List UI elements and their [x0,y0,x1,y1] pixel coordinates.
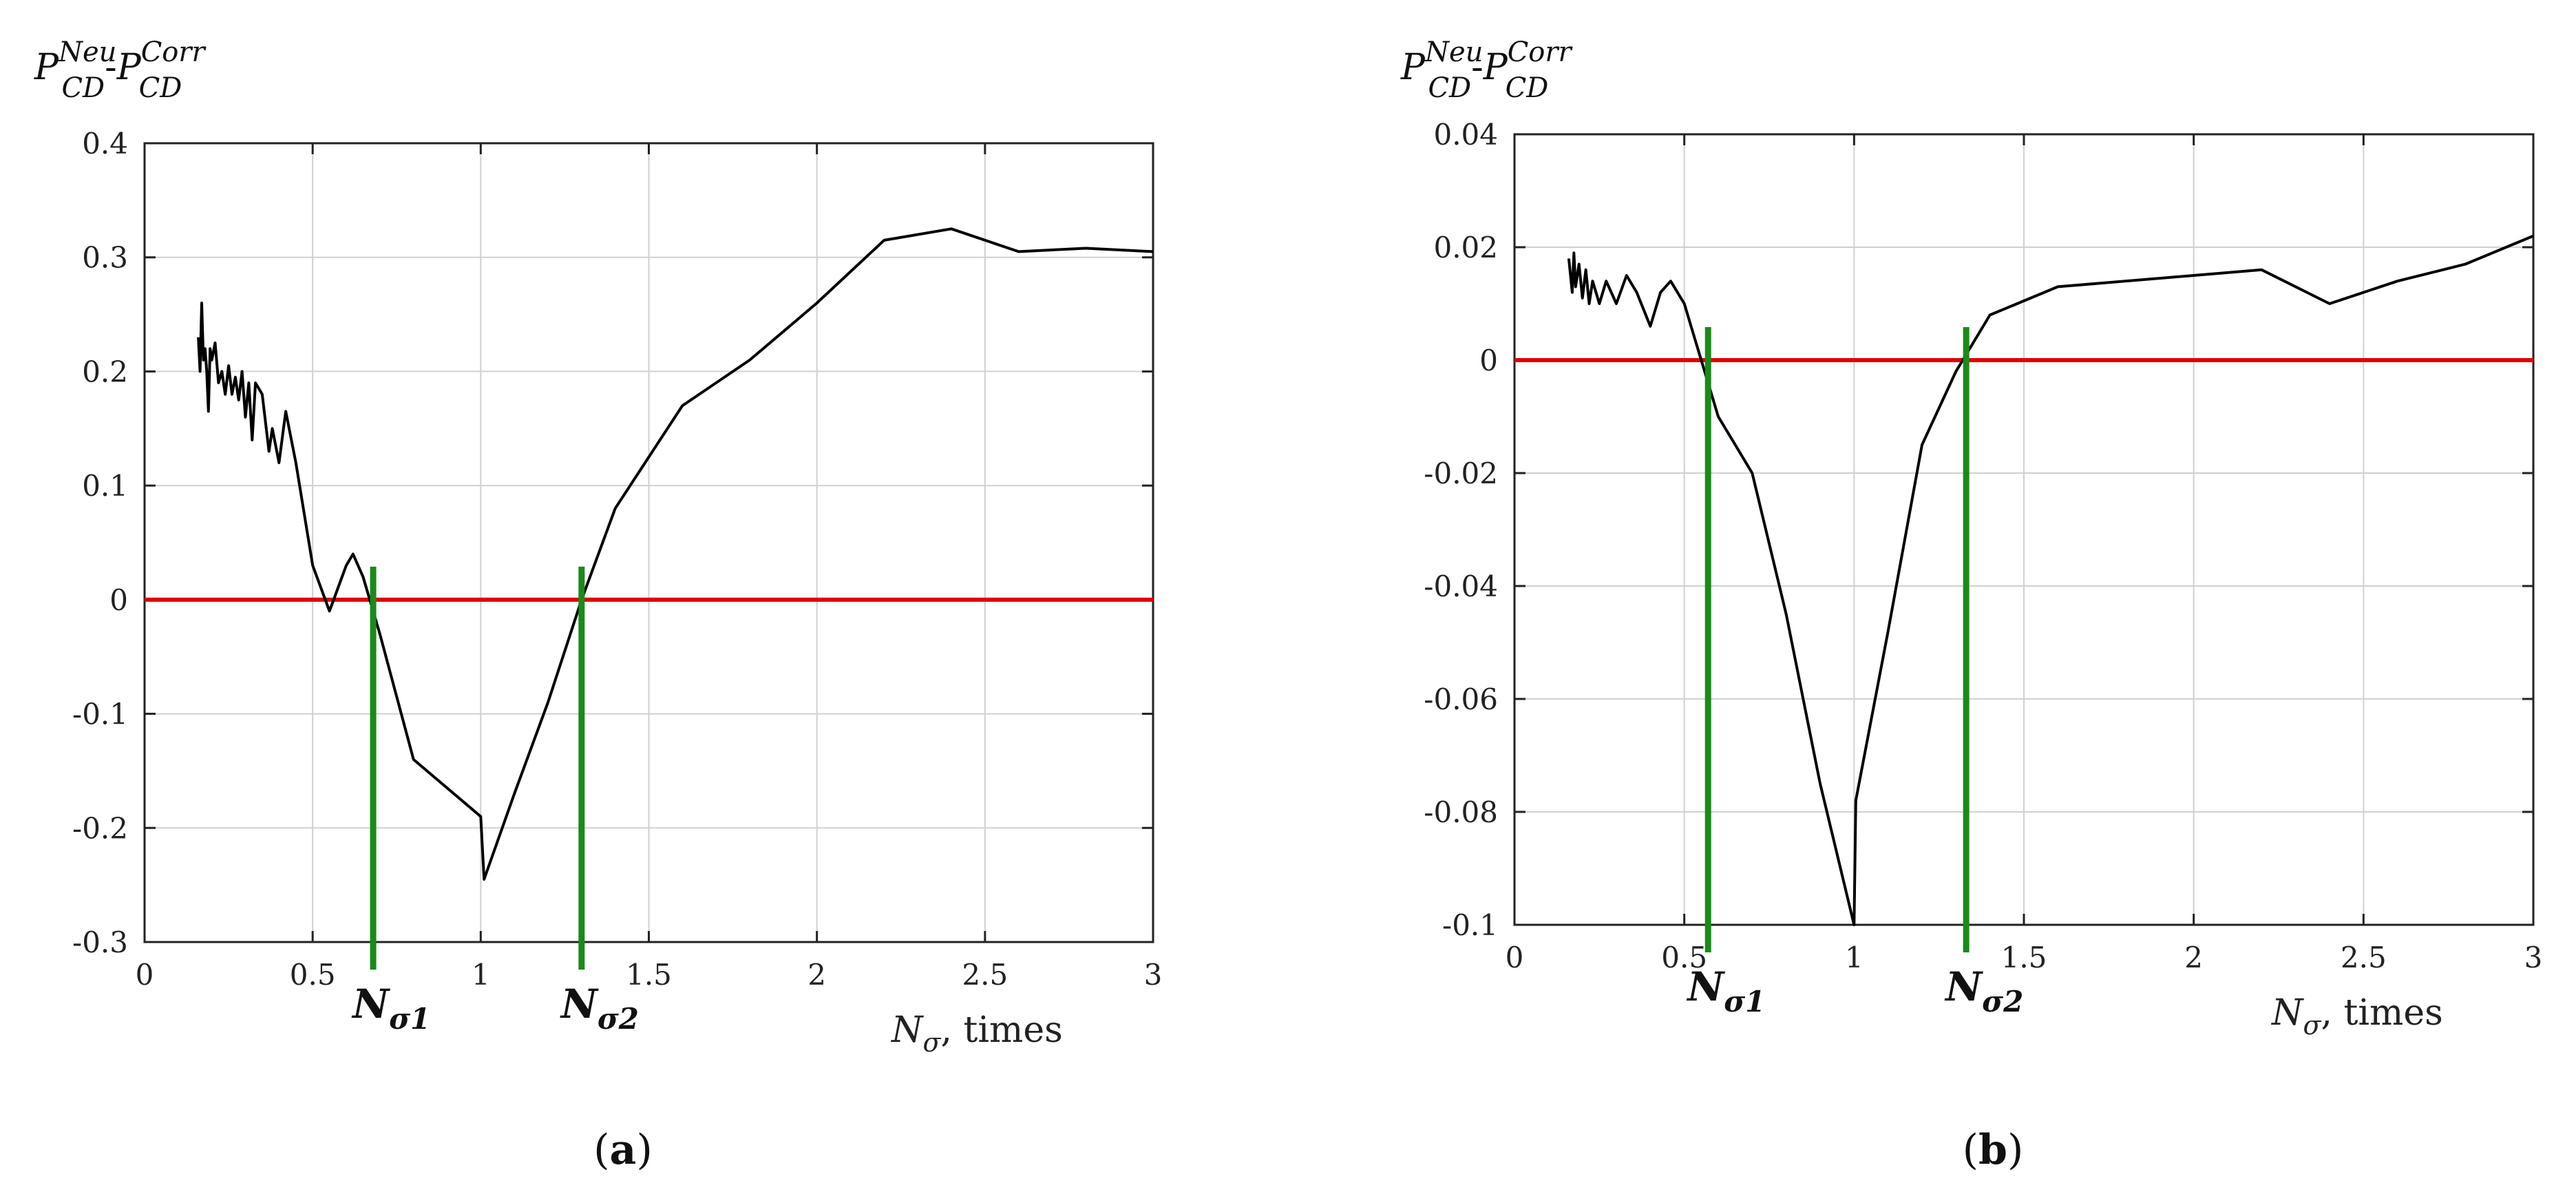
y-tick-label: -0.06 [1424,682,1498,716]
y-tick-label: 0.2 [82,355,128,388]
x-tick-label: 0 [1506,941,1524,974]
x-tick-label: 1 [472,958,490,992]
x-tick-label: 3 [2524,941,2543,974]
y-axis-label: PNeu CD-PCorr CD [34,36,207,104]
y-tick-label: -0.3 [72,926,128,959]
x-tick-label: 0.5 [290,958,336,992]
x-tick-label: 1.5 [2001,941,2047,974]
x-tick-label: 3 [1144,958,1163,992]
y-tick-label: -0.2 [72,811,128,845]
data-series-line [1567,234,2534,926]
data-series-line [197,227,1154,881]
marker-label-2: Nσ2 [560,981,639,1036]
y-tick-label: -0.08 [1424,795,1498,829]
x-tick-label: 0.5 [1661,941,1707,974]
panel-label: (a) [593,1126,653,1174]
chart-panel-1: 0 0.5 1 1.5 2 2.5 3 -0.3 -0.2 -0.1 0 0.1 0.2 0.3 0.4 Nσ… [34,36,1162,1174]
x-tick-label: 0 [136,958,154,992]
y-tick-label: 0.3 [82,241,128,275]
x-tick-label: 2 [2184,941,2203,974]
y-tick-label: -0.1 [72,698,128,731]
x-axis-label: Nσ, times [2270,992,2443,1041]
y-tick-label: -0.04 [1424,569,1498,603]
y-tick-label: 0.02 [1433,231,1498,264]
y-tick-label: 0.4 [82,127,128,160]
marker-label-1: Nσ1 [1686,963,1765,1018]
y-tick-label: 0 [109,583,128,617]
y-tick-label: -0.1 [1442,908,1498,942]
x-tick-label: 2.5 [2341,941,2387,974]
x-axis-label: Nσ, times [890,1010,1063,1058]
x-tick-label: 1.5 [626,958,672,992]
panel-label: (b) [1963,1126,2024,1174]
x-tick-label: 2.5 [962,958,1008,992]
y-tick-label: -0.02 [1424,457,1498,490]
y-tick-label: 0.04 [1433,118,1498,151]
chart-panel-2: 0 0.5 1 1.5 2 2.5 3 -0.1 -0.08 -0.06 -0.04 -0.02 0 0.… [1400,36,2542,1174]
x-tick-label: 2 [807,958,826,992]
y-tick-label: 0.1 [82,469,128,503]
y-axis-label: PNeu CD-PCorr CD [1400,36,1574,104]
y-tick-label: 0 [1479,344,1498,377]
x-tick-label: 1 [1845,941,1864,974]
marker-label-1: Nσ1 [351,981,430,1036]
marker-label-2: Nσ2 [1944,963,2023,1018]
